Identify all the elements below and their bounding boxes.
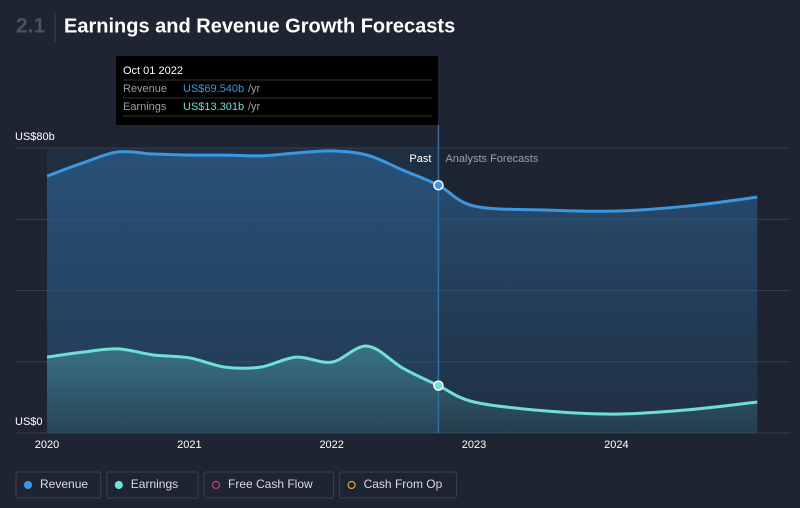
legend-label: Free Cash Flow bbox=[228, 477, 313, 491]
x-tick-label: 2022 bbox=[319, 439, 343, 451]
tooltip-box bbox=[116, 56, 438, 125]
legend-label: Cash From Op bbox=[364, 477, 443, 491]
tooltip-name: Revenue bbox=[123, 83, 167, 95]
hover-point bbox=[433, 380, 444, 391]
section-number: 2.1 bbox=[16, 15, 46, 38]
x-tick-label: 2024 bbox=[604, 439, 628, 451]
tooltip: Oct 01 2022 Revenue US$69.540b/yr Earnings U… bbox=[116, 56, 438, 125]
tooltip-unit: /yr bbox=[248, 83, 261, 95]
x-tick-label: 2023 bbox=[462, 439, 486, 451]
y-tick-label: US$0 bbox=[15, 416, 43, 428]
legend-button[interactable]: Revenue bbox=[15, 471, 102, 499]
legend-swatch bbox=[211, 480, 221, 490]
tooltip-name: Earnings bbox=[123, 101, 167, 113]
x-tick-label: 2021 bbox=[177, 439, 201, 451]
legend-swatch bbox=[23, 480, 33, 490]
hover-point bbox=[433, 180, 444, 191]
series-area bbox=[47, 150, 758, 433]
legend-button-box[interactable] bbox=[106, 471, 199, 499]
x-tick-label: 2020 bbox=[35, 439, 59, 451]
legend-swatch bbox=[114, 480, 123, 490]
legend-button-box[interactable] bbox=[203, 471, 335, 499]
series-line bbox=[46, 344, 758, 416]
legend-button-box[interactable] bbox=[339, 471, 457, 499]
legend-swatch bbox=[347, 480, 356, 490]
forecast-label: Analysts Forecasts bbox=[445, 153, 538, 165]
tooltip-date: Oct 01 2022 bbox=[123, 65, 183, 77]
legend-label: Earnings bbox=[131, 477, 178, 491]
tooltip-value: US$69.540b bbox=[183, 83, 244, 95]
legend-button[interactable]: Free Cash Flow bbox=[203, 471, 335, 499]
tooltip-unit: /yr bbox=[248, 101, 261, 113]
tooltip-value: US$13.301b bbox=[183, 101, 244, 113]
legend-label: Revenue bbox=[40, 477, 88, 491]
legend-button[interactable]: Earnings bbox=[106, 471, 199, 499]
series-line bbox=[46, 149, 758, 213]
past-label: Past bbox=[409, 153, 431, 165]
legend-button-box[interactable] bbox=[15, 471, 102, 499]
legend-button[interactable]: Cash From Op bbox=[339, 471, 457, 499]
y-tick-label: US$80b bbox=[15, 131, 55, 143]
chart-title: Earnings and Revenue Growth Forecasts bbox=[64, 15, 455, 37]
